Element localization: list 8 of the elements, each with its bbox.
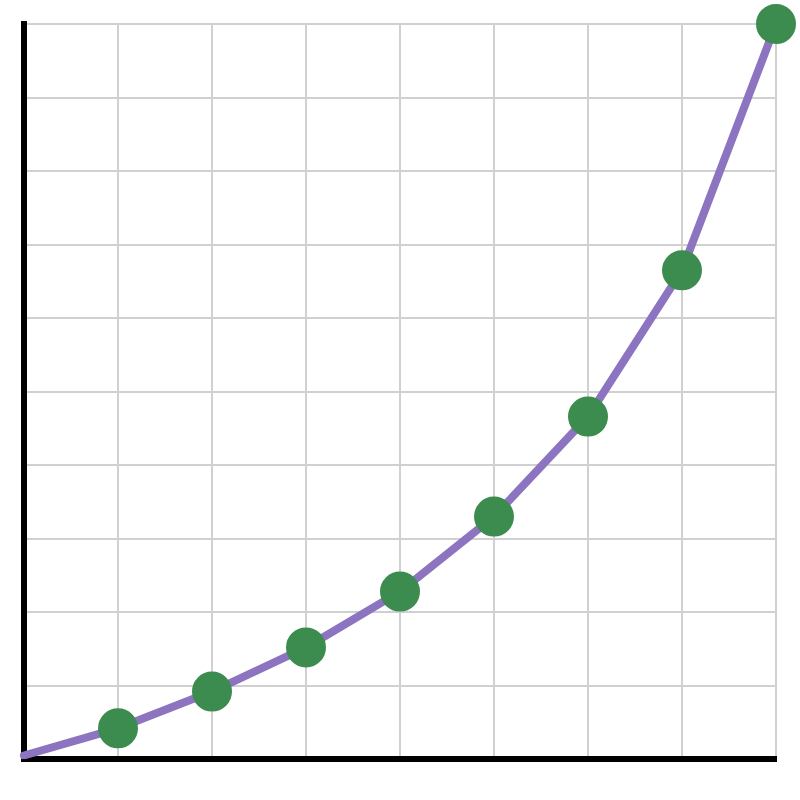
- point: [380, 571, 420, 612]
- point: [286, 627, 326, 668]
- point: [474, 496, 514, 537]
- point: [98, 708, 138, 749]
- point: [568, 396, 608, 437]
- point: [756, 4, 796, 44]
- point: [192, 671, 232, 712]
- point: [662, 250, 702, 291]
